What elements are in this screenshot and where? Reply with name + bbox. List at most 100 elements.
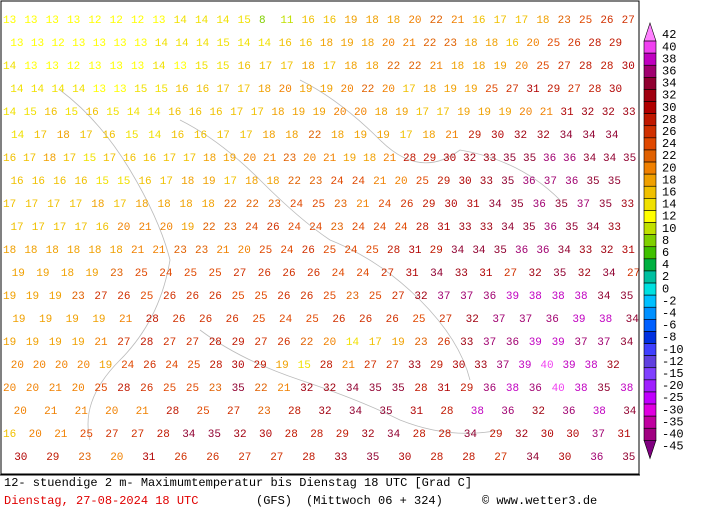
temperature-label: 22 bbox=[387, 61, 400, 73]
temperature-label: 38 bbox=[506, 383, 519, 395]
temperature-label: 36 bbox=[546, 314, 559, 326]
temperature-label: 18 bbox=[536, 15, 549, 27]
temperature-label: 17 bbox=[69, 199, 82, 211]
temperature-label: 35 bbox=[565, 222, 578, 234]
temperature-label: 15 bbox=[96, 176, 109, 188]
temperature-label: 25 bbox=[416, 176, 429, 188]
temperature-label: 21 bbox=[138, 222, 152, 234]
temperature-label: 40 bbox=[540, 360, 553, 372]
temperature-label: 25 bbox=[197, 406, 210, 418]
temperature-label: 29 bbox=[437, 176, 450, 188]
temperature-label: 35 bbox=[586, 176, 599, 188]
temperature-label: 23 bbox=[110, 268, 123, 280]
footer-credit: © www.wetter3.de bbox=[482, 494, 597, 508]
colorbar-label: -6 bbox=[662, 319, 676, 333]
temperature-label: 29 bbox=[46, 452, 59, 464]
temperature-label: 28 bbox=[440, 406, 453, 418]
colorbar-label: -30 bbox=[662, 403, 684, 417]
temperature-label: 26 bbox=[199, 314, 212, 326]
colorbar-label: 34 bbox=[662, 77, 676, 91]
temperature-label: 39 bbox=[562, 360, 575, 372]
colorbar-segment bbox=[643, 391, 657, 405]
temperature-label: 14 bbox=[3, 107, 17, 119]
temperature-label: 34 bbox=[349, 406, 363, 418]
temperature-label: 18 bbox=[245, 176, 258, 188]
temperature-label: 17 bbox=[23, 153, 36, 165]
temperature-label: 27 bbox=[94, 291, 107, 303]
temperature-label: 22 bbox=[430, 15, 443, 27]
temperature-label: 26 bbox=[282, 268, 295, 280]
temperature-label: 18 bbox=[375, 107, 388, 119]
temperature-label: 17 bbox=[34, 130, 47, 142]
temperature-label: 18 bbox=[203, 153, 216, 165]
temperature-label: 20 bbox=[117, 222, 130, 234]
temperature-label: 30 bbox=[444, 199, 457, 211]
colorbar-label: 16 bbox=[662, 185, 676, 199]
temperature-label: 15 bbox=[24, 107, 37, 119]
temperature-label: 30 bbox=[558, 452, 571, 464]
temperature-label: 20 bbox=[72, 383, 85, 395]
colorbar-segment bbox=[643, 198, 657, 211]
temperature-label: 24 bbox=[330, 176, 344, 188]
temperature-label: 31 bbox=[622, 245, 636, 257]
temperature-label: 35 bbox=[553, 268, 566, 280]
temperature-label: 17 bbox=[80, 130, 93, 142]
colorbar-label: -20 bbox=[662, 379, 684, 393]
temperature-label: 33 bbox=[458, 222, 471, 234]
temperature-label: 31 bbox=[408, 245, 422, 257]
temperature-label: 14 bbox=[127, 107, 141, 119]
colorbar-label: 20 bbox=[662, 161, 676, 175]
temperature-label: 23 bbox=[330, 222, 343, 234]
temperature-label: 33 bbox=[408, 360, 421, 372]
temperature-label: 17 bbox=[251, 107, 264, 119]
temperature-label: 20 bbox=[341, 84, 354, 96]
temperature-label: 33 bbox=[621, 199, 634, 211]
temperature-label: 18 bbox=[180, 199, 193, 211]
temperature-label: 17 bbox=[217, 130, 230, 142]
temperature-label: 23 bbox=[414, 337, 427, 349]
temperature-label: 18 bbox=[67, 245, 80, 257]
temperature-label: 25 bbox=[186, 383, 199, 395]
temperature-label: 34 bbox=[464, 429, 478, 441]
temperature-label: 31 bbox=[142, 452, 156, 464]
colorbar-segment bbox=[643, 367, 657, 381]
temperature-label: 28 bbox=[140, 337, 153, 349]
temperature-label: 32 bbox=[529, 268, 542, 280]
colorbar-label: 10 bbox=[662, 222, 676, 236]
temperature-label: 22 bbox=[224, 199, 237, 211]
temperature-label: 18 bbox=[285, 130, 298, 142]
temperature-label: 17 bbox=[47, 199, 60, 211]
temperature-label: 17 bbox=[400, 130, 413, 142]
colorbar-label: 18 bbox=[662, 173, 676, 187]
temperature-label: 26 bbox=[143, 360, 156, 372]
temperature-label: 37 bbox=[496, 360, 509, 372]
temperature-label: 21 bbox=[430, 61, 444, 73]
temperature-label: 20 bbox=[33, 360, 46, 372]
temperature-label: 23 bbox=[309, 176, 322, 188]
temperature-label: 21 bbox=[373, 176, 387, 188]
temperature-label: 19 bbox=[444, 84, 457, 96]
temperature-label: 29 bbox=[232, 337, 245, 349]
temperature-label: 39 bbox=[506, 291, 519, 303]
temperature-label: 25 bbox=[369, 291, 382, 303]
temperature-label: 23 bbox=[174, 245, 187, 257]
temperature-label: 25 bbox=[366, 245, 379, 257]
temperature-label: 24 bbox=[159, 268, 173, 280]
temperature-label: 13 bbox=[113, 84, 126, 96]
temperature-label: 20 bbox=[11, 360, 24, 372]
temperature-label: 27 bbox=[105, 429, 118, 441]
temperature-label: 29 bbox=[253, 360, 266, 372]
temperature-label: 34 bbox=[623, 406, 637, 418]
temperature-label: 29 bbox=[468, 130, 481, 142]
temperature-label: 21 bbox=[152, 245, 166, 257]
temperature-label: 37 bbox=[592, 429, 605, 441]
colorbar-label: 8 bbox=[662, 234, 669, 248]
coastline bbox=[299, 79, 561, 201]
temperature-label: 13 bbox=[134, 38, 147, 50]
temperature-label: 34 bbox=[597, 291, 611, 303]
temperature-label: 34 bbox=[387, 429, 401, 441]
temperature-label: 14 bbox=[152, 61, 166, 73]
temperature-label: 22 bbox=[288, 176, 301, 188]
temperature-label: 34 bbox=[602, 268, 616, 280]
